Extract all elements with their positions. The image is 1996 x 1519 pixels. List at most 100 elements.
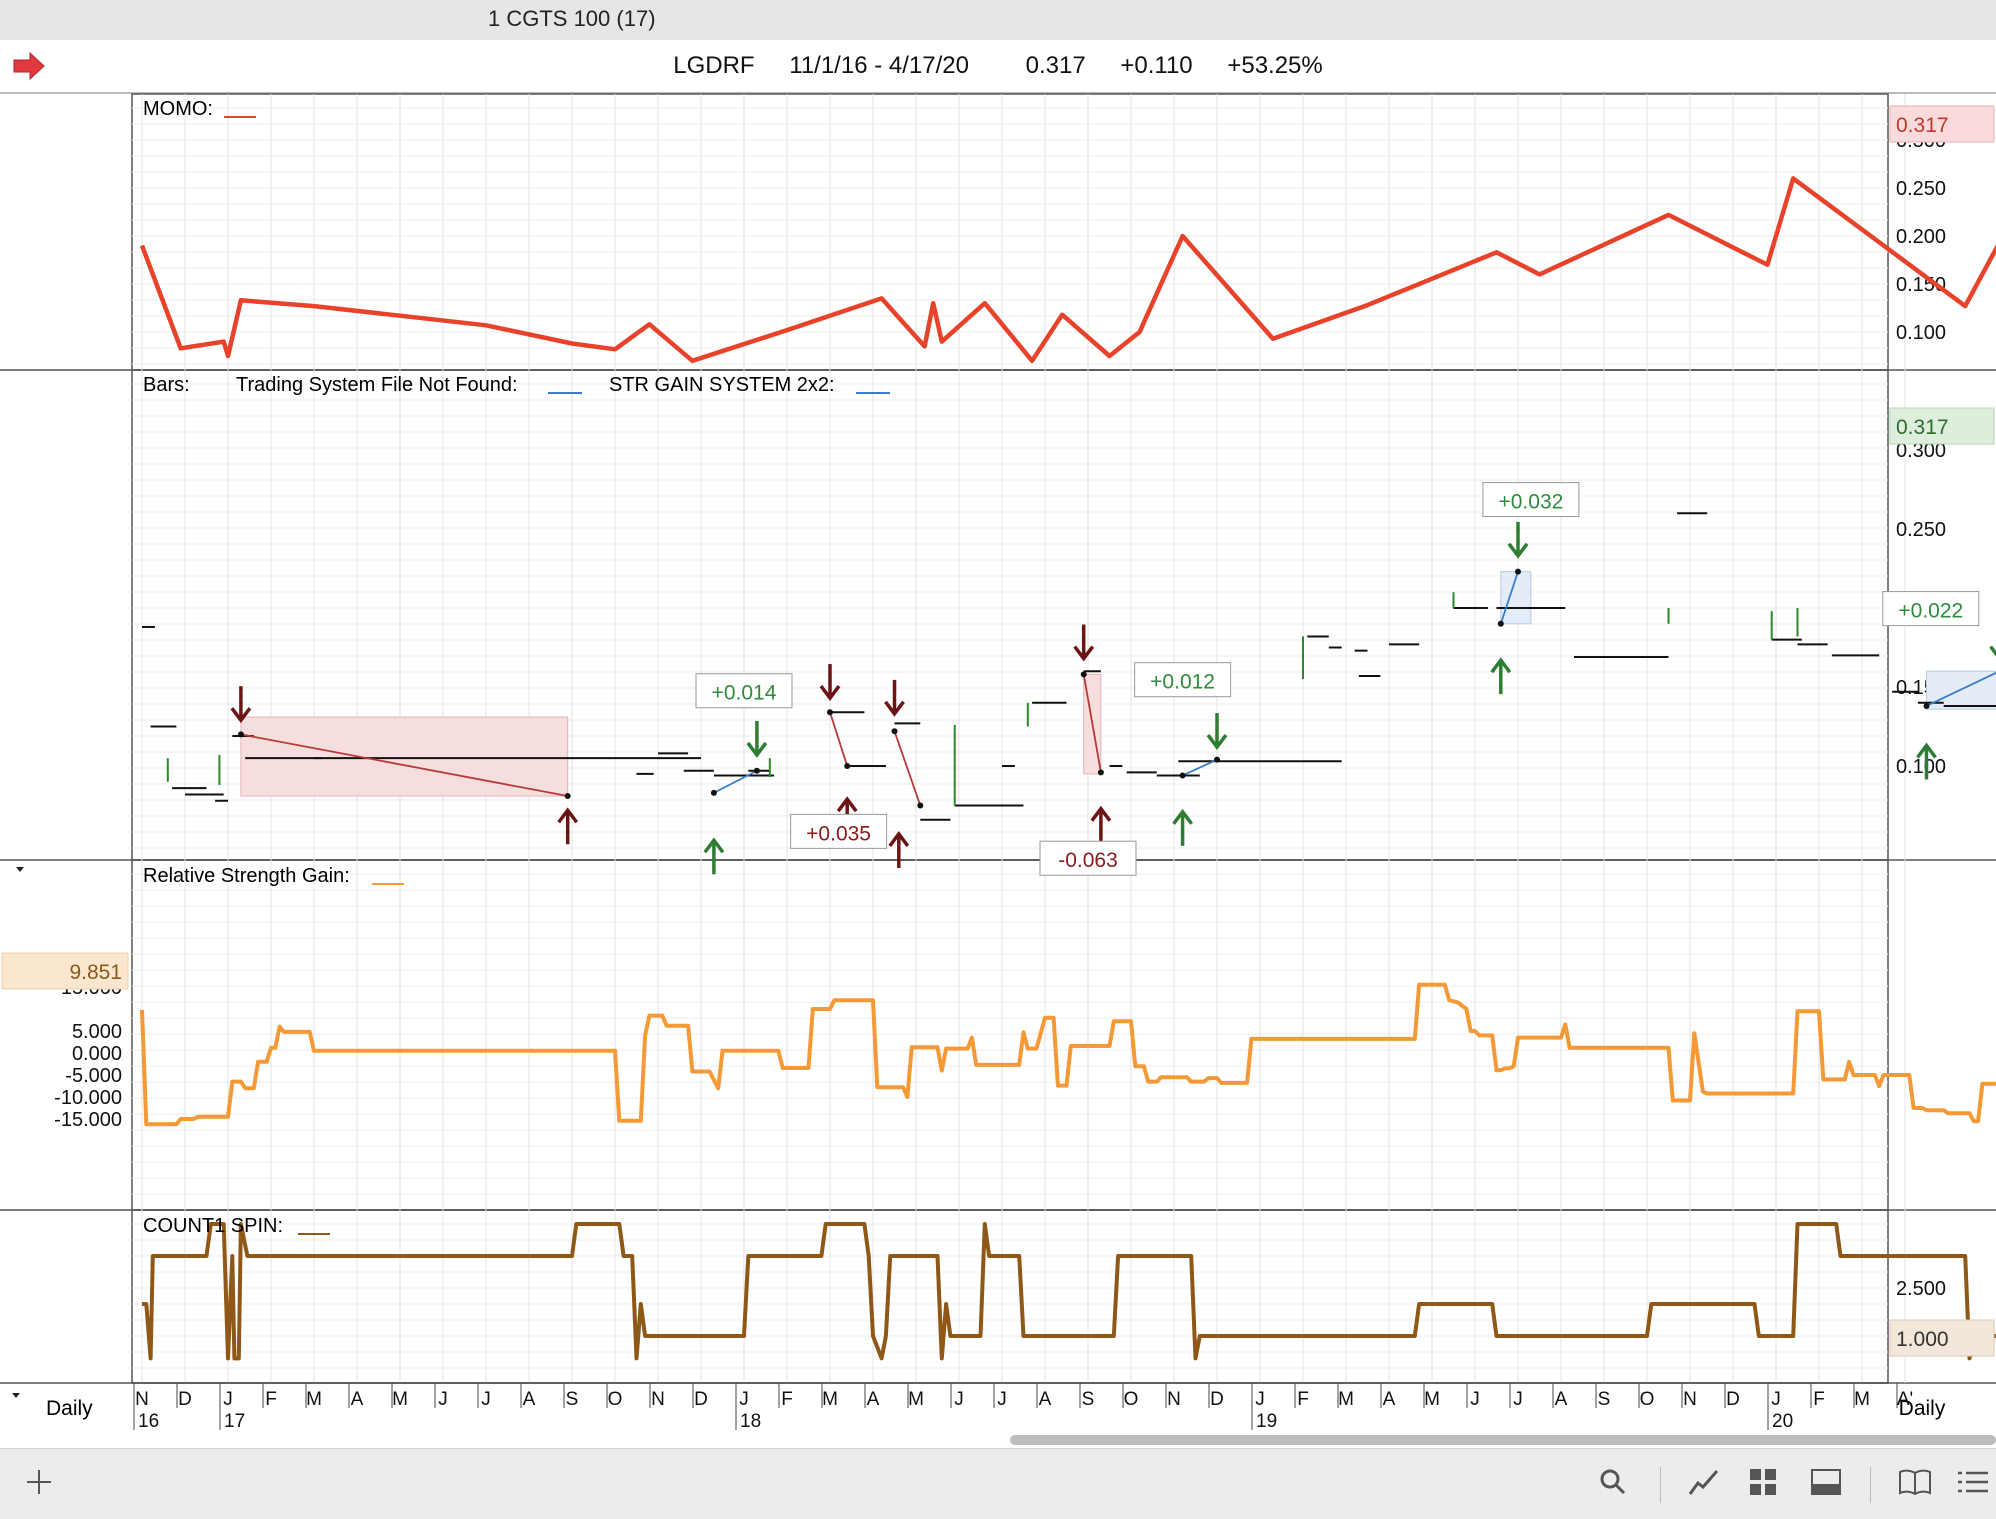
month-label: S bbox=[566, 1389, 579, 1410]
symbol-name: LGDRF bbox=[673, 52, 754, 79]
month-label: D bbox=[1210, 1389, 1224, 1410]
price-change-percent: +53.25% bbox=[1227, 52, 1322, 79]
right-period-label[interactable]: Daily bbox=[1899, 1397, 1946, 1420]
year-label: 16 bbox=[138, 1411, 159, 1432]
trade-result-label: -0.063 bbox=[1058, 849, 1118, 872]
book-icon[interactable] bbox=[1898, 1467, 1932, 1497]
trade-entry-dot bbox=[1081, 671, 1087, 677]
year-label: 18 bbox=[740, 1411, 761, 1432]
month-label: J bbox=[223, 1389, 233, 1410]
month-label: M bbox=[392, 1389, 408, 1410]
date-range: 11/1/16 - 4/17/20 bbox=[789, 52, 969, 79]
rsg-tick-label: 5.000 bbox=[72, 1021, 122, 1043]
month-label: A bbox=[1383, 1389, 1396, 1410]
left-period-label[interactable]: Daily bbox=[46, 1397, 93, 1420]
menu-list-icon[interactable] bbox=[1956, 1467, 1990, 1497]
trade-entry-dot bbox=[1924, 703, 1930, 709]
month-label: J bbox=[739, 1389, 749, 1410]
horizontal-scrollbar-thumb[interactable] bbox=[1010, 1435, 1996, 1445]
month-label: M bbox=[1854, 1389, 1870, 1410]
month-label: D bbox=[694, 1389, 708, 1410]
trade-exit-dot bbox=[917, 803, 923, 809]
momo-panel-frame bbox=[132, 94, 1888, 370]
symbol-info-bar: LGDRF 11/1/16 - 4/17/20 0.317 +0.110 +53… bbox=[0, 40, 1996, 94]
trade-entry-dot bbox=[1498, 621, 1504, 627]
rsg-value-badge-text: 9.851 bbox=[69, 961, 122, 984]
month-label: M bbox=[1424, 1389, 1440, 1410]
month-label: O bbox=[1124, 1389, 1139, 1410]
rsg-panel-menu-icon[interactable] bbox=[16, 867, 24, 872]
trade-result-label: +0.014 bbox=[712, 682, 777, 705]
month-label: A bbox=[351, 1389, 364, 1410]
momo-tick-label: 0.100 bbox=[1896, 322, 1946, 344]
rsg-panel-frame bbox=[132, 860, 1888, 1210]
month-label: F bbox=[781, 1389, 793, 1410]
trade-entry-dot bbox=[711, 790, 717, 796]
relative-strength-line bbox=[142, 972, 1996, 1125]
month-label: O bbox=[608, 1389, 623, 1410]
rsg-tick-label: 0.000 bbox=[72, 1043, 122, 1065]
trade-exit-dot bbox=[754, 768, 760, 774]
bars-price-badge-text: 0.317 bbox=[1896, 416, 1949, 439]
add-icon[interactable] bbox=[24, 1467, 54, 1497]
month-label: S bbox=[1598, 1389, 1611, 1410]
month-label: N bbox=[135, 1389, 149, 1410]
trade-exit-dot bbox=[844, 763, 850, 769]
panel-layout-icon[interactable] bbox=[1810, 1467, 1842, 1497]
momo-price-badge-text: 0.317 bbox=[1896, 114, 1949, 137]
grid-layout-icon[interactable] bbox=[1748, 1467, 1778, 1497]
toolbar-separator bbox=[1660, 1467, 1661, 1503]
month-label: D bbox=[1726, 1389, 1740, 1410]
month-label: F bbox=[1297, 1389, 1309, 1410]
rsg-tick-label: -10.000 bbox=[54, 1087, 122, 1109]
month-label: F bbox=[1813, 1389, 1825, 1410]
trade-line bbox=[714, 771, 757, 793]
toolbar-separator bbox=[1870, 1467, 1871, 1503]
year-label: 17 bbox=[224, 1411, 245, 1432]
month-label: J bbox=[1771, 1389, 1781, 1410]
window-title: 1 CGTS 100 (17) bbox=[488, 6, 656, 32]
month-label: J bbox=[1255, 1389, 1265, 1410]
losing-trade-zone bbox=[241, 717, 568, 796]
month-label: M bbox=[1338, 1389, 1354, 1410]
bars-legend: Bars: bbox=[143, 374, 190, 396]
trade-entry-dot bbox=[827, 709, 833, 715]
count-tick-label: 2.500 bbox=[1896, 1278, 1946, 1300]
month-label: J bbox=[481, 1389, 491, 1410]
trade-entry-dot bbox=[892, 728, 898, 734]
count-legend: COUNT1 SPIN: bbox=[143, 1215, 283, 1237]
month-label: J bbox=[1470, 1389, 1480, 1410]
month-label: N bbox=[651, 1389, 665, 1410]
month-label: N bbox=[1167, 1389, 1181, 1410]
momo-legend: MOMO: bbox=[143, 98, 213, 120]
trade-result-label: +0.012 bbox=[1150, 671, 1215, 694]
period-dropdown-icon[interactable] bbox=[12, 1393, 20, 1398]
count-spin-panel[interactable]: 2.500 bbox=[142, 1224, 1996, 1358]
trade-entry-dot bbox=[238, 731, 244, 737]
month-label: J bbox=[1513, 1389, 1523, 1410]
bars-panel[interactable]: 0.1000.1500.2000.2500.300+0.014+0.035+0.… bbox=[142, 440, 1996, 875]
trade-entry-dot bbox=[1180, 772, 1186, 778]
rsg-legend: Relative Strength Gain: bbox=[143, 865, 350, 887]
symbol-summary: LGDRF 11/1/16 - 4/17/20 0.317 +0.110 +53… bbox=[0, 52, 1996, 80]
momo-tick-label: 0.200 bbox=[1896, 226, 1946, 248]
window-titlebar: 1 CGTS 100 (17) bbox=[0, 0, 1996, 41]
line-chart-icon[interactable] bbox=[1688, 1467, 1720, 1497]
tsf-legend: Trading System File Not Found: bbox=[236, 374, 518, 396]
trade-result-label: +0.032 bbox=[1498, 491, 1563, 514]
month-label: D bbox=[178, 1389, 192, 1410]
month-label: A bbox=[867, 1389, 880, 1410]
trade-result-label: +0.022 bbox=[1898, 600, 1963, 623]
count-value-badge-text: 1.000 bbox=[1896, 1328, 1949, 1351]
month-label: F bbox=[265, 1389, 277, 1410]
month-label: A bbox=[523, 1389, 536, 1410]
trade-exit-dot bbox=[1098, 769, 1104, 775]
rsg-tick-label: -5.000 bbox=[65, 1065, 122, 1087]
search-icon[interactable] bbox=[1598, 1467, 1628, 1497]
month-label: M bbox=[306, 1389, 322, 1410]
month-label: A bbox=[1039, 1389, 1052, 1410]
